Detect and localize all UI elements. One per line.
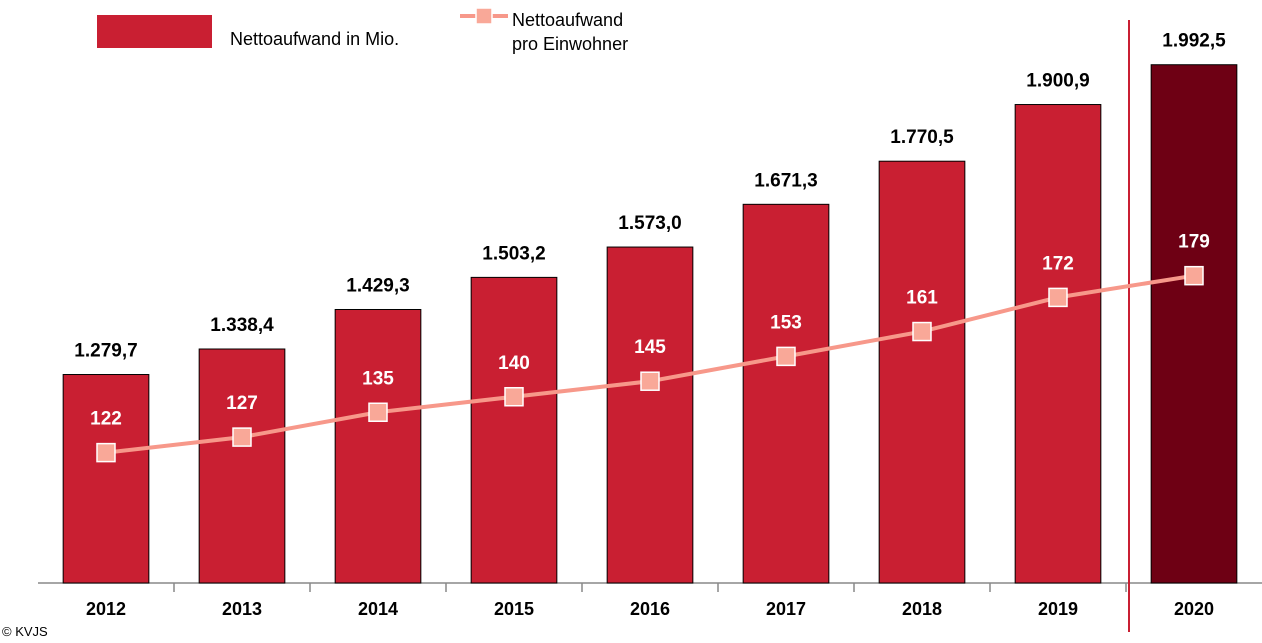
line-marker xyxy=(640,371,660,391)
line-marker xyxy=(1184,265,1204,286)
x-tick-label: 2020 xyxy=(1174,599,1214,619)
legend-label: Nettoaufwand pro Einwohner xyxy=(512,10,629,54)
data-label: 127 xyxy=(226,393,258,414)
bar xyxy=(606,246,694,584)
data-label: 161 xyxy=(906,288,938,309)
x-tick-label: 2018 xyxy=(902,599,942,619)
x-tick-label: 2012 xyxy=(86,599,126,619)
data-label: 140 xyxy=(498,353,530,374)
data-label: 153 xyxy=(770,312,802,333)
bar xyxy=(62,374,150,584)
data-label: 172 xyxy=(1042,253,1074,274)
legend-marker xyxy=(475,7,493,25)
x-tick-label: 2017 xyxy=(766,599,806,619)
data-label: 1.429,3 xyxy=(346,276,409,297)
line-marker xyxy=(96,442,116,463)
x-tick-label: 2013 xyxy=(222,599,262,619)
data-label: 1.992,5 xyxy=(1162,31,1226,52)
line-marker xyxy=(776,346,796,367)
x-tick-label: 2016 xyxy=(630,599,670,619)
legend-label: Nettoaufwand in Mio. xyxy=(230,29,399,49)
line-marker xyxy=(368,402,388,423)
data-label: 1.900,9 xyxy=(1026,71,1089,92)
x-tick-label: 2015 xyxy=(494,599,534,619)
bar xyxy=(470,276,558,584)
line-marker xyxy=(504,386,524,407)
line-marker xyxy=(232,427,252,447)
bar xyxy=(878,160,966,584)
bar xyxy=(334,308,422,584)
data-label: 145 xyxy=(634,337,666,358)
data-label: 1.338,4 xyxy=(210,315,274,336)
x-tick-label: 2014 xyxy=(358,599,398,619)
bar xyxy=(1014,104,1102,584)
data-label: 1.671,3 xyxy=(754,170,817,191)
footer: © KVJS xyxy=(2,624,48,639)
data-label: 122 xyxy=(90,409,122,430)
legend-swatch-bar xyxy=(97,15,212,48)
bar xyxy=(742,203,830,584)
bar xyxy=(198,348,286,584)
data-label: 1.770,5 xyxy=(890,127,954,148)
bar xyxy=(1150,64,1238,584)
data-label: 1.279,7 xyxy=(74,341,137,362)
line-marker xyxy=(912,321,932,342)
data-label: 1.573,0 xyxy=(618,213,681,234)
x-tick-label: 2019 xyxy=(1038,599,1078,619)
line-marker xyxy=(1048,287,1068,308)
data-label: 135 xyxy=(362,368,394,389)
data-label: 179 xyxy=(1178,232,1210,253)
data-label: 1.503,2 xyxy=(482,243,545,264)
